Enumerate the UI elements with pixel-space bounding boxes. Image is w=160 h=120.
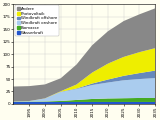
- Legend: Andere, Photovoltaik, Windkraft offshore, Windkraft onshore, Biomasse, Wasserkra: Andere, Photovoltaik, Windkraft offshore…: [15, 6, 59, 36]
